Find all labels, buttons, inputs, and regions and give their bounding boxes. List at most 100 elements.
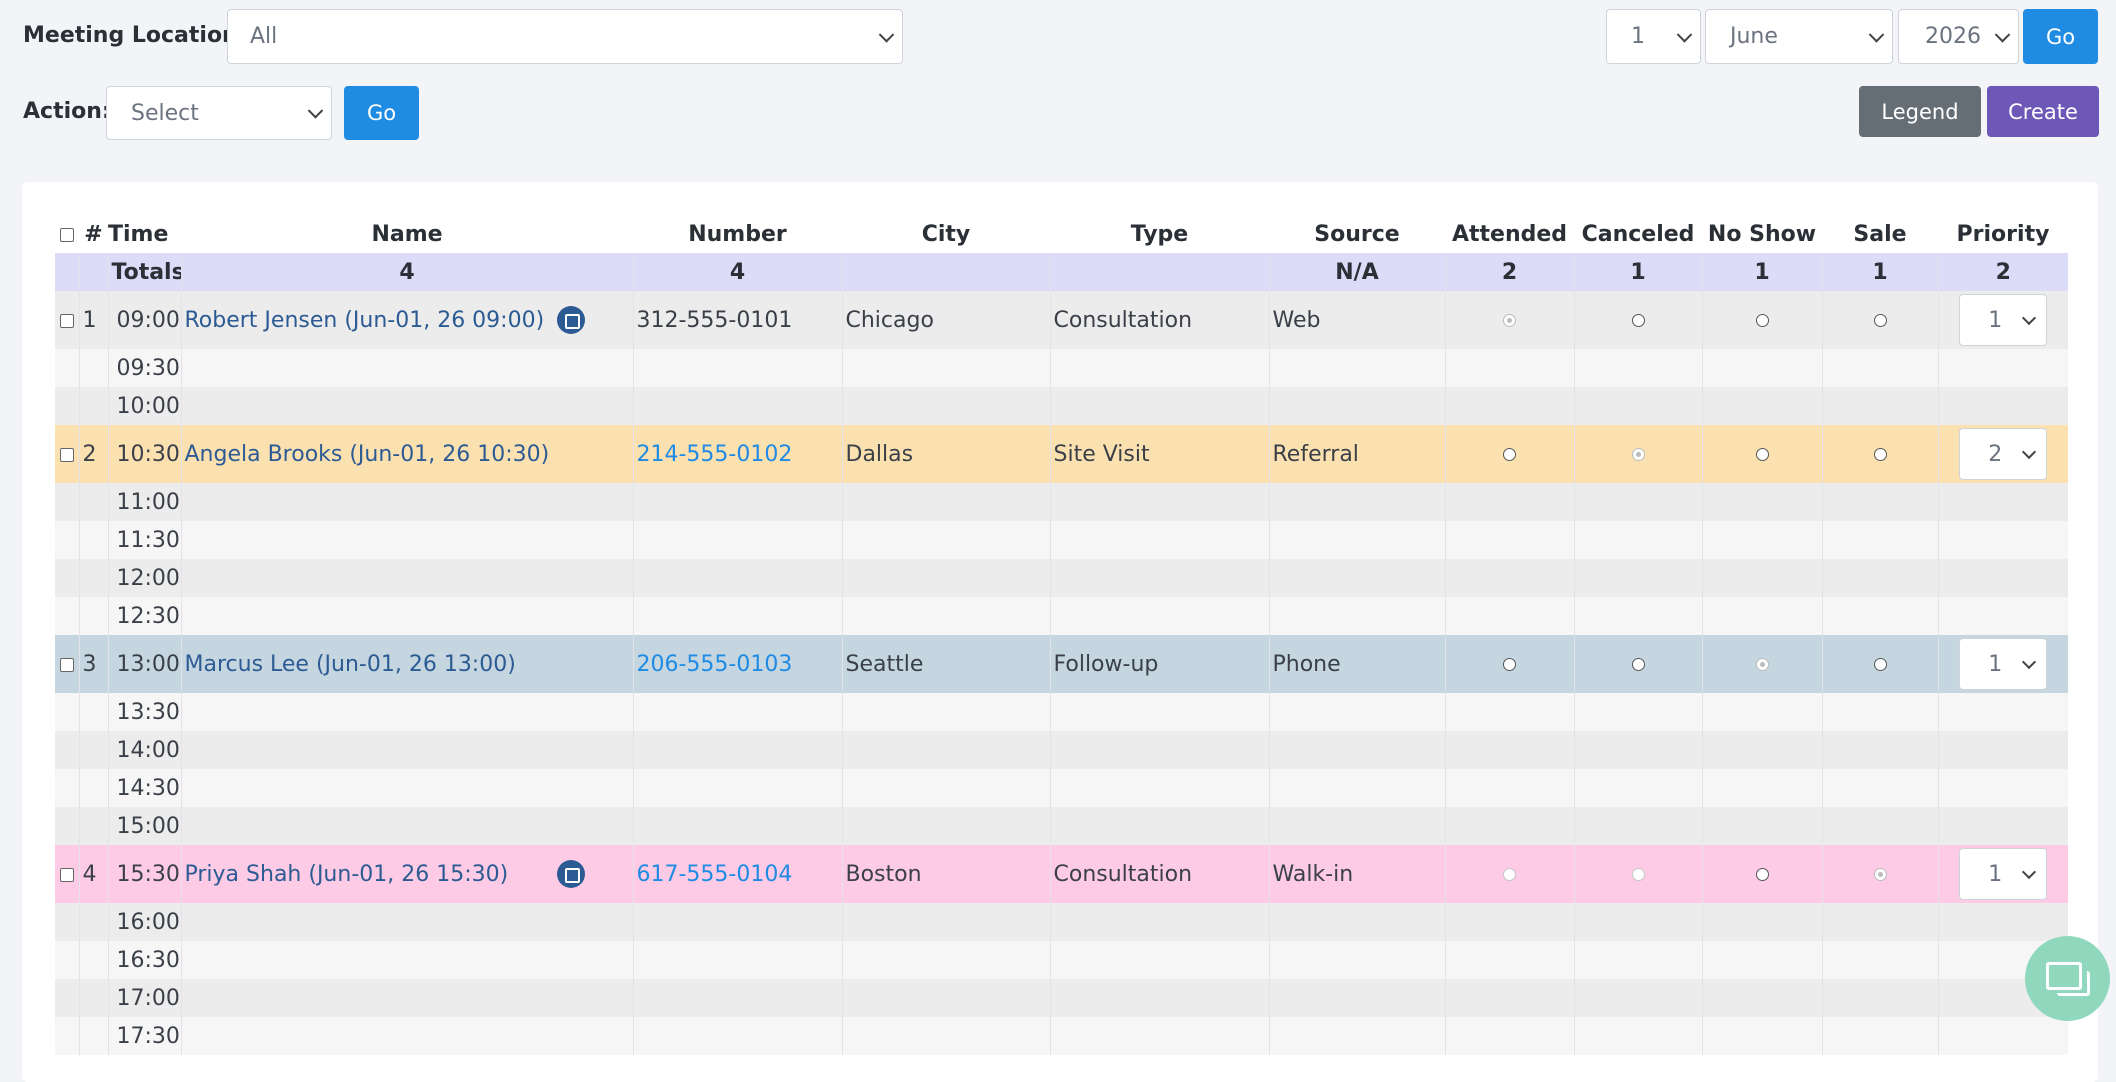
row-checkbox[interactable] [59,657,74,672]
time-slot-row[interactable]: 14:30 [55,769,2068,807]
time-slot-row[interactable]: 13:30 [55,693,2068,731]
chevron-down-icon [2022,444,2037,460]
totals-source: N/A [1269,253,1446,291]
select-all-cell [55,215,79,253]
row-number: 2 [79,425,109,483]
priority-cell: 1 [1938,291,2068,349]
appointment-row[interactable]: 4 15:30 Priya Shah (Jun-01, 26 15:30) 61… [55,845,2068,903]
sale-radio[interactable] [1873,314,1887,327]
totals-name: 4 [181,253,634,291]
appointment-name-link[interactable]: Robert Jensen (Jun-01, 26 09:00) [184,307,545,333]
attended-cell [1445,635,1575,693]
calendar-icon[interactable] [556,306,585,334]
no-show-radio[interactable] [1755,868,1769,881]
row-city: Chicago [842,291,1051,349]
canceled-radio[interactable] [1631,658,1645,671]
slot-time: 15:00 [108,807,182,845]
row-select-cell [55,425,80,483]
time-slot-row[interactable]: 12:00 [55,559,2068,597]
attended-radio[interactable] [1503,448,1516,461]
priority-select[interactable]: 1 [1959,638,2048,690]
time-slot-row[interactable]: 14:00 [55,731,2068,769]
calendar-icon[interactable] [556,860,585,888]
totals-number: 4 [633,253,843,291]
month-select[interactable]: June [1705,9,1893,64]
priority-select[interactable]: 1 [1959,294,2048,346]
appointment-row[interactable]: 3 13:00 Marcus Lee (Jun-01, 26 13:00) 20… [55,635,2068,693]
row-phone: 312-555-0101 [633,291,843,349]
attended-radio[interactable] [1503,658,1516,671]
action-select[interactable]: Select [106,86,332,140]
sale-radio[interactable] [1873,658,1887,671]
no-show-radio[interactable] [1755,448,1769,461]
chat-button[interactable] [2025,936,2110,1021]
canceled-cell [1574,291,1703,349]
priority-value: 1 [1988,862,2003,887]
sale-radio[interactable] [1873,868,1887,881]
no-show-radio[interactable] [1755,314,1769,327]
slot-time: 11:30 [108,521,182,559]
phone-link[interactable]: 214-555-0102 [636,441,793,467]
phone-link[interactable]: 206-555-0103 [636,651,793,677]
no-show-radio[interactable] [1755,658,1769,671]
sale-cell [1822,291,1939,349]
appointment-name-link[interactable]: Priya Shah (Jun-01, 26 15:30) [184,861,509,887]
priority-select[interactable]: 2 [1959,428,2048,480]
meeting-location-select[interactable]: All [227,9,903,64]
attended-radio[interactable] [1503,314,1516,327]
col-num: # [84,221,103,247]
slot-time: 11:00 [108,483,182,521]
row-name-cell: Robert Jensen (Jun-01, 26 09:00) [181,291,634,349]
attended-cell [1445,845,1575,903]
row-number: 3 [79,635,109,693]
time-slot-row[interactable]: 11:00 [55,483,2068,521]
time-slot-row[interactable]: 16:30 [55,941,2068,979]
legend-button[interactable]: Legend [1859,86,1981,137]
appointment-name-link[interactable]: Angela Brooks (Jun-01, 26 10:30) [184,441,550,467]
time-slot-row[interactable]: 17:30 [55,1017,2068,1055]
select-all-checkbox[interactable] [60,227,74,242]
schedule-table: # Time Name Number City Type Source Atte… [55,215,2068,1055]
totals-canceled: 1 [1574,253,1703,291]
sale-radio[interactable] [1873,448,1887,461]
time-slot-row[interactable]: 11:30 [55,521,2068,559]
phone-link[interactable]: 617-555-0104 [636,861,793,887]
create-button[interactable]: Create [1987,86,2099,137]
canceled-radio[interactable] [1631,868,1645,881]
row-checkbox[interactable] [59,447,74,462]
row-number: 4 [79,845,109,903]
totals-no-show: 1 [1702,253,1823,291]
priority-cell: 1 [1938,845,2068,903]
canceled-cell [1574,635,1703,693]
time-slot-row[interactable]: 15:00 [55,807,2068,845]
no-show-cell [1702,845,1823,903]
totals-empty [842,253,1051,291]
priority-value: 1 [1988,652,2003,677]
appointment-name-link[interactable]: Marcus Lee (Jun-01, 26 13:00) [184,651,516,677]
time-slot-row[interactable]: 16:00 [55,903,2068,941]
canceled-radio[interactable] [1631,448,1645,461]
appointment-row[interactable]: 2 10:30 Angela Brooks (Jun-01, 26 10:30)… [55,425,2068,483]
action-go-button[interactable]: Go [344,86,419,140]
totals-empty [79,253,109,291]
day-select[interactable]: 1 [1606,9,1701,64]
time-slot-row[interactable]: 10:00 [55,387,2068,425]
row-checkbox[interactable] [59,313,74,328]
totals-label: Totals [108,253,182,291]
time-slot-row[interactable]: 12:30 [55,597,2068,635]
slot-time: 16:00 [108,903,182,941]
meeting-location-label: Meeting Location: [23,23,247,48]
year-select[interactable]: 2026 [1898,9,2019,64]
slot-time: 14:00 [108,731,182,769]
canceled-radio[interactable] [1631,314,1645,327]
date-go-button[interactable]: Go [2023,9,2098,64]
time-slot-row[interactable]: 17:00 [55,979,2068,1017]
slot-time: 13:30 [108,693,182,731]
attended-radio[interactable] [1503,868,1516,881]
row-checkbox[interactable] [59,867,74,882]
priority-select[interactable]: 1 [1959,848,2048,900]
totals-sale: 1 [1822,253,1939,291]
appointment-row[interactable]: 1 09:00 Robert Jensen (Jun-01, 26 09:00)… [55,291,2068,349]
time-slot-row[interactable]: 09:30 [55,349,2068,387]
year-value: 2026 [1925,24,1981,49]
